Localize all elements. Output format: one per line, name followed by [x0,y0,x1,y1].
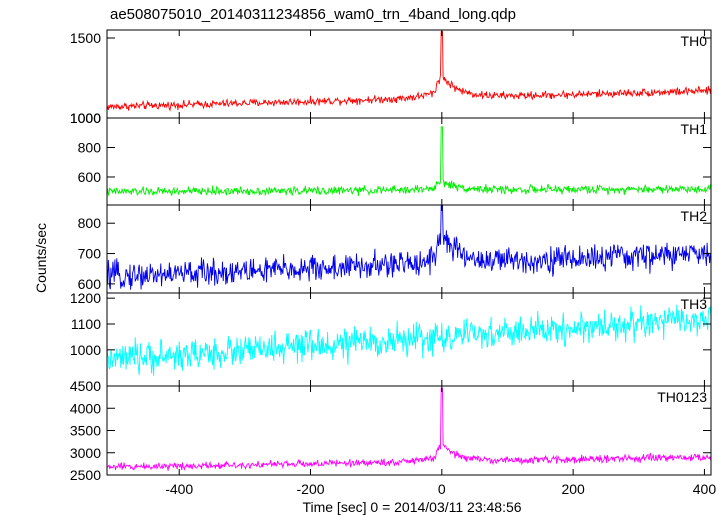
panel-label: TH1 [681,121,708,137]
x-tick-label: 400 [693,481,717,497]
panel-label: TH3 [681,296,708,312]
y-tick-label: 4000 [70,400,101,416]
x-tick-label: 200 [561,481,585,497]
panel-label: TH0123 [657,389,707,405]
y-tick-label: 600 [78,169,102,185]
y-tick-label: 800 [78,139,102,155]
panel-th0123: 2500 3000 3500 4000 4500 TH0123 [70,378,712,483]
panel-th3: 1000 1100 1200 TH3 [70,290,712,387]
series-line-th0 [106,31,712,112]
series-line-th1 [106,126,712,197]
y-tick-label: 1500 [70,30,101,46]
series-line-th3 [106,304,712,376]
chart-title: ae508075010_20140311234856_wam0_trn_4ban… [110,6,516,23]
y-tick-label: 800 [78,215,102,231]
panel-th0: 1000 1500 TH0 [70,29,712,126]
y-tick-label: 1000 [70,110,101,126]
y-tick-label: 3000 [70,445,101,461]
x-tick-label: 0 [438,481,446,497]
y-tick-label: 4500 [70,378,101,394]
y-tick-label: 1000 [70,110,101,126]
y-tick-label: 1100 [71,316,101,332]
y-tick-label: 1200 [70,290,101,306]
series-line-th0123 [106,387,712,471]
y-tick-label: 600 [78,276,102,292]
panel-label: TH2 [681,208,708,224]
panel-label: TH0 [681,33,708,49]
panel-frame [106,29,712,119]
series-line-th2 [106,204,712,290]
panel-th1: 600 800 1000 TH1 [70,110,712,206]
panel-th2: 600 700 800 TH2 [78,204,712,294]
y-tick-label: 2500 [70,467,101,483]
x-tick-label: -400 [165,481,193,497]
x-axis-label: Time [sec] 0 = 2014/03/11 23:48:56 [302,499,521,515]
y-axis-label: Counts/sec [33,223,49,293]
y-tick-label: 700 [78,246,102,262]
y-tick-label: 1000 [70,342,101,358]
panels: 1000 1500 TH0 600 800 1000 TH1 600 700 800 TH2 1000… [70,29,717,497]
x-tick-label: -200 [297,481,325,497]
y-tick-label: 3500 [70,423,101,439]
